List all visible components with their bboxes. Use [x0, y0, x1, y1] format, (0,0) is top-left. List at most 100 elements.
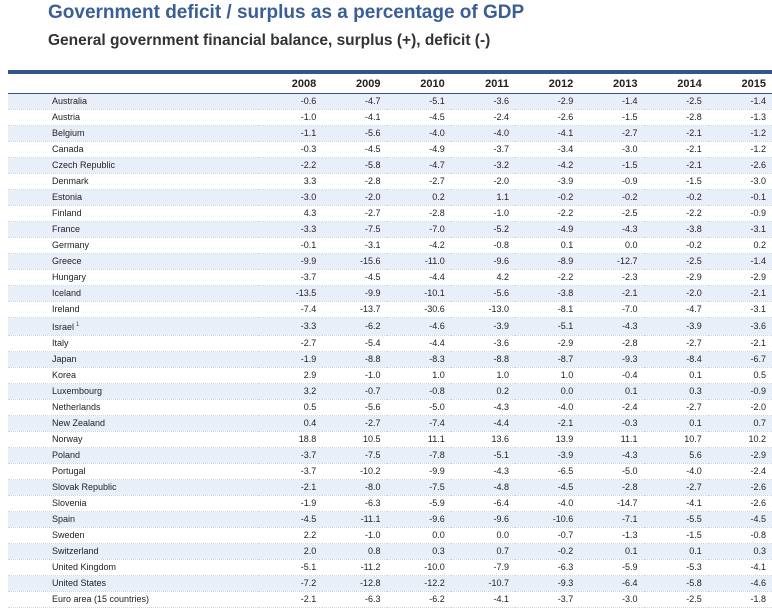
value-cell: -1.4 — [707, 253, 772, 270]
value-cell: -2.8 — [579, 479, 644, 496]
value-cell: -4.3 — [579, 221, 644, 238]
country-cell: Estonia — [8, 189, 258, 206]
country-name: Denmark — [52, 176, 89, 186]
country-cell: Czech Republic — [8, 157, 258, 174]
country-cell: Poland — [8, 447, 258, 464]
value-cell: -3.2 — [450, 157, 515, 174]
value-cell: -2.6 — [707, 495, 772, 512]
country-cell: New Zealand — [8, 415, 258, 432]
value-cell: 0.2 — [450, 383, 515, 400]
country-cell: Euro area (15 countries) — [8, 591, 258, 608]
table-row: Estonia -3.0 -2.0 0.2 1.1 -0.2 -0.2 -0.2 -0.1 — [8, 189, 772, 206]
value-cell: -30.6 — [386, 301, 451, 318]
country-name: Finland — [52, 208, 82, 218]
table-row: Belgium -1.1 -5.6 -4.0 -4.0 -4.1 -2.7 -2.1 -1.2 — [8, 125, 772, 142]
country-cell: Portugal — [8, 463, 258, 480]
year-header-2014: 2014 — [677, 77, 702, 90]
value-cell: -2.7 — [643, 399, 708, 416]
value-cell: -1.4 — [707, 93, 772, 110]
value-cell: -4.3 — [450, 463, 515, 480]
value-cell: -3.7 — [515, 591, 580, 608]
value-cell: -2.1 — [579, 285, 644, 302]
value-cell: -4.7 — [386, 157, 451, 174]
value-cell: -2.6 — [515, 109, 580, 126]
value-cell: -5.1 — [515, 317, 580, 336]
country-cell: Israel 1 — [8, 317, 258, 336]
value-cell: -4.3 — [579, 317, 644, 336]
value-cell: -2.2 — [515, 205, 580, 222]
year-header-2013: 2013 — [613, 77, 638, 90]
value-cell: -7.1 — [579, 511, 644, 528]
value-cell: -8.4 — [643, 351, 708, 368]
value-cell: -7.0 — [579, 301, 644, 318]
value-cell: -15.6 — [322, 253, 387, 270]
value-cell: -2.1 — [707, 335, 772, 352]
value-cell: 0.1 — [643, 543, 708, 560]
value-cell: -4.5 — [515, 479, 580, 496]
value-cell: -3.6 — [450, 335, 515, 352]
country-cell: Hungary — [8, 269, 258, 286]
country-cell: Belgium — [8, 125, 258, 142]
country-cell: Denmark — [8, 173, 258, 190]
value-cell: -3.8 — [643, 221, 708, 238]
value-cell: -8.0 — [322, 479, 387, 496]
country-name: Austria — [52, 112, 81, 122]
value-cell: 4.3 — [258, 205, 323, 222]
value-cell: -13.5 — [258, 285, 323, 302]
value-cell: -5.1 — [386, 93, 451, 110]
value-cell: -0.2 — [515, 543, 580, 560]
year-header-2012: 2012 — [548, 77, 574, 90]
value-cell: -2.8 — [579, 335, 644, 352]
table-row: Poland -3.7 -7.5 -7.8 -5.1 -3.9 -4.3 5.6 -2.9 — [8, 447, 772, 464]
value-cell: -9.6 — [450, 511, 515, 528]
value-cell: -0.8 — [707, 527, 772, 544]
country-name: Sweden — [52, 530, 85, 540]
value-cell: -4.0 — [515, 495, 580, 512]
country-name: Iceland — [52, 288, 82, 298]
value-cell: -2.0 — [707, 399, 772, 416]
value-cell: -9.9 — [258, 253, 323, 270]
table-body: Australia -0.6 -4.7 -5.1 -3.6 -2.9 -1.4 -2.5 -1.… — [8, 93, 772, 608]
value-cell: -2.7 — [386, 173, 451, 190]
value-cell: -3.1 — [707, 301, 772, 318]
value-cell: 0.2 — [707, 237, 772, 254]
country-name: Australia — [52, 96, 88, 106]
value-cell: -2.5 — [579, 205, 644, 222]
value-cell: -7.5 — [322, 447, 387, 464]
value-cell: 2.9 — [258, 367, 323, 384]
value-cell: -8.1 — [515, 301, 580, 318]
value-cell: 1.1 — [450, 189, 515, 206]
table-row: Denmark 3.3 -2.8 -2.7 -2.0 -3.9 -0.9 -1.5 -3.0 — [8, 173, 772, 190]
value-cell: -2.0 — [322, 189, 387, 206]
value-cell: -2.2 — [258, 157, 323, 174]
country-name: Luxembourg — [52, 386, 103, 396]
value-cell: -0.9 — [579, 173, 644, 190]
value-cell: -2.6 — [707, 479, 772, 496]
value-cell: -4.1 — [643, 495, 708, 512]
value-cell: -0.2 — [579, 189, 644, 206]
country-name: United Kingdom — [52, 562, 117, 572]
value-cell: -2.9 — [643, 269, 708, 286]
page-subtitle: General government financial balance, su… — [48, 32, 491, 49]
value-cell: -4.1 — [450, 591, 515, 608]
country-name: United States — [52, 578, 107, 588]
value-cell: -9.9 — [322, 285, 387, 302]
value-cell: -1.2 — [707, 125, 772, 142]
value-cell: -0.9 — [707, 383, 772, 400]
value-cell: -5.1 — [450, 447, 515, 464]
value-cell: -3.0 — [707, 173, 772, 190]
value-cell: -3.0 — [258, 189, 323, 206]
value-cell: -8.9 — [515, 253, 580, 270]
value-cell: -8.3 — [386, 351, 451, 368]
value-cell: 0.0 — [450, 527, 515, 544]
country-name: Japan — [52, 354, 77, 364]
value-cell: -11.1 — [322, 511, 387, 528]
table-row: Ireland -7.4 -13.7 -30.6 -13.0 -8.1 -7.0 -4.7 -3… — [8, 301, 772, 318]
value-cell: -0.8 — [450, 237, 515, 254]
country-name: New Zealand — [52, 418, 106, 428]
value-cell: -4.2 — [386, 237, 451, 254]
value-cell: 0.5 — [258, 399, 323, 416]
country-name: Spain — [52, 514, 76, 524]
value-cell: 3.2 — [258, 383, 323, 400]
table-row: Spain -4.5 -11.1 -9.6 -9.6 -10.6 -7.1 -5.5 -4.5 — [8, 511, 772, 528]
